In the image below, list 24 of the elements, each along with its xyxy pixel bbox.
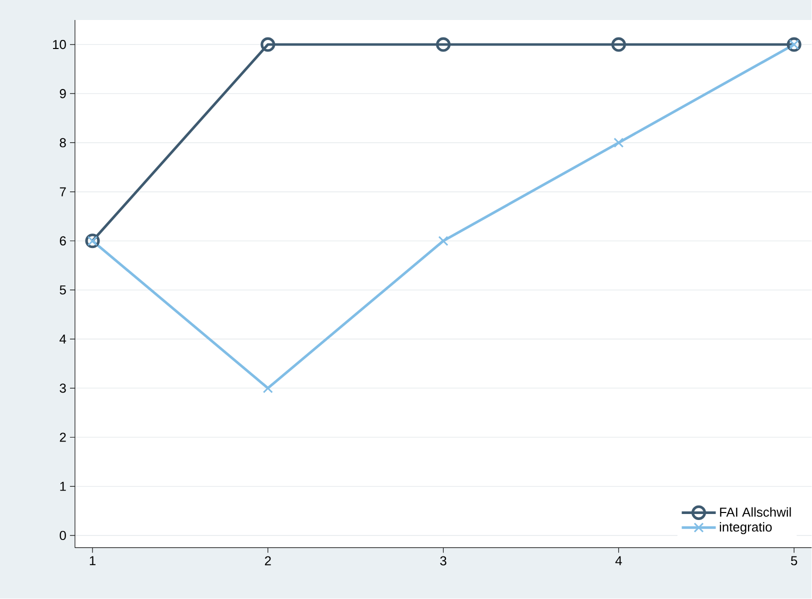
x-tick-label: 5 xyxy=(790,556,798,566)
point xyxy=(611,37,626,52)
y-tick-label: 1 xyxy=(60,482,66,491)
y-tick-label: 9 xyxy=(60,89,66,98)
point xyxy=(436,37,451,52)
point xyxy=(260,37,276,52)
point xyxy=(438,236,448,246)
y-tick-label: 4 xyxy=(60,334,66,344)
y-tick-label: 5 xyxy=(60,286,66,295)
x-tick-label: 2 xyxy=(264,556,271,566)
y-tick-label: 6 xyxy=(60,236,66,246)
legend-label: integratio xyxy=(720,522,772,534)
point xyxy=(614,138,624,148)
y-tick-label: 10 xyxy=(53,40,66,50)
y-tick-label: 7 xyxy=(60,188,66,196)
x-tick-label: 4 xyxy=(615,556,622,566)
x-tick-label: 1 xyxy=(90,556,96,566)
legend-label: FAI Allschwil xyxy=(720,507,791,517)
y-tick-label: 0 xyxy=(60,531,66,540)
x-tick-label: 3 xyxy=(440,556,446,566)
y-tick-label: 2 xyxy=(60,432,66,442)
y-tick-label: 3 xyxy=(60,384,66,393)
point xyxy=(262,383,273,394)
y-tick-label: 8 xyxy=(60,138,66,148)
